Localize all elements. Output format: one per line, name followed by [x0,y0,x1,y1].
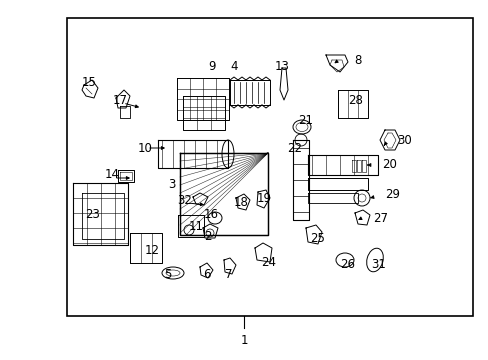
Text: 14: 14 [104,168,119,181]
Text: 15: 15 [81,76,96,89]
Text: 1: 1 [240,334,247,347]
Text: 7: 7 [225,269,232,282]
Text: 19: 19 [256,192,271,204]
Text: 18: 18 [233,197,248,210]
Text: 24: 24 [261,256,276,269]
Text: 20: 20 [382,158,397,171]
Text: 21: 21 [298,114,313,127]
Text: 8: 8 [354,54,361,67]
Text: 4: 4 [230,60,237,73]
Text: 16: 16 [203,208,218,221]
Text: 5: 5 [164,269,171,282]
Text: 28: 28 [348,94,363,107]
Text: 13: 13 [274,60,289,73]
Text: 10: 10 [137,141,152,154]
Bar [67,18,472,316]
Text: 23: 23 [85,208,100,221]
Text: 17: 17 [112,94,127,107]
Text: 22: 22 [287,141,302,154]
Text: 26: 26 [340,257,355,270]
Text: 31: 31 [371,258,386,271]
Text: 11: 11 [188,220,203,234]
Text: 2: 2 [204,230,211,243]
Text: 27: 27 [373,211,387,225]
Text: 12: 12 [144,243,159,256]
Text: 30: 30 [397,134,411,147]
Text: 9: 9 [208,60,215,73]
Text: 29: 29 [385,189,400,202]
Text: 25: 25 [310,231,325,244]
Text: 3: 3 [168,179,175,192]
Text: 6: 6 [203,269,210,282]
Text: 32: 32 [177,194,192,207]
